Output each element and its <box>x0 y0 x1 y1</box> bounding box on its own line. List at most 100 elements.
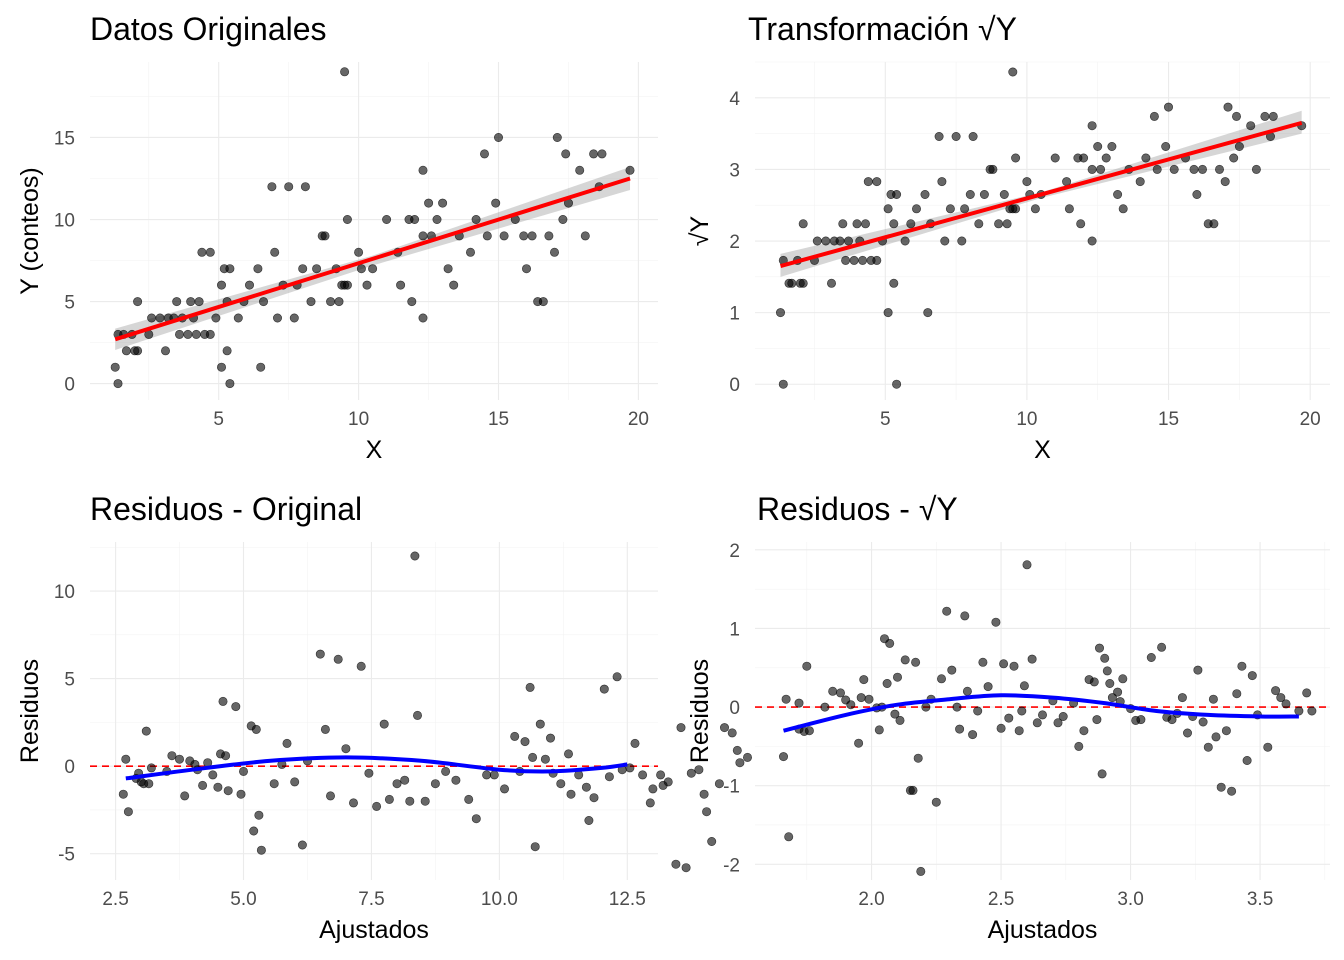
data-point <box>191 329 201 339</box>
data-point <box>133 346 143 356</box>
data-point <box>194 297 204 307</box>
data-point <box>528 752 538 762</box>
data-point <box>999 659 1009 669</box>
data-point <box>1229 153 1239 163</box>
data-point <box>781 694 791 704</box>
data-point <box>1135 177 1145 187</box>
data-point <box>225 264 235 274</box>
data-point <box>1019 681 1029 691</box>
data-point <box>968 132 978 142</box>
data-point <box>479 149 489 159</box>
data-point <box>213 782 223 792</box>
x-tick-label: 3.0 <box>1117 889 1143 910</box>
data-point <box>205 247 215 257</box>
data-point <box>580 231 590 241</box>
data-point <box>885 638 895 648</box>
data-point <box>267 182 277 192</box>
y-tick-label: 5 <box>64 670 75 691</box>
data-point <box>198 780 208 790</box>
data-point <box>1192 190 1202 200</box>
data-point <box>482 770 492 780</box>
data-point <box>1227 786 1237 796</box>
data-point <box>123 807 133 817</box>
data-point <box>410 551 420 561</box>
y-axis-title: √Y <box>686 215 714 246</box>
data-point <box>1161 142 1171 152</box>
data-point <box>648 784 658 794</box>
data-point <box>256 845 266 855</box>
data-point <box>218 696 228 706</box>
data-point <box>1220 177 1230 187</box>
data-point <box>1022 177 1032 187</box>
y-tick-label: 2 <box>729 232 740 253</box>
data-point <box>1209 219 1219 229</box>
x-tick-label: 5 <box>213 409 224 430</box>
data-point <box>1234 142 1244 152</box>
data-point <box>270 247 280 257</box>
data-point <box>1251 164 1261 174</box>
data-point <box>342 215 352 225</box>
data-point <box>520 737 530 747</box>
data-point <box>340 67 350 77</box>
chart-panel-4: 2.0 2.5 3.0 3.5 -2 -1 0 1 2 Residuos - √Y Ajustado… <box>686 491 1330 944</box>
data-point <box>175 329 185 339</box>
data-point <box>889 278 899 288</box>
plot-title: Transformación √Y <box>748 11 1017 47</box>
data-point <box>379 719 389 729</box>
data-point <box>923 308 933 318</box>
data-point <box>1011 153 1021 163</box>
y-tick-label: -5 <box>58 845 75 866</box>
x-axis-title: X <box>366 436 383 464</box>
x-axis-title: X <box>1034 436 1051 464</box>
data-point <box>1215 164 1225 174</box>
data-point <box>186 297 196 307</box>
data-point <box>256 362 266 372</box>
data-point <box>1232 111 1242 121</box>
data-point <box>843 236 853 246</box>
x-tick-label: 12.5 <box>609 889 646 910</box>
data-point <box>326 297 336 307</box>
data-point <box>584 815 594 825</box>
x-tick-label: 20 <box>628 409 649 430</box>
data-point <box>889 219 899 229</box>
data-point <box>1022 560 1032 570</box>
data-point <box>1053 718 1063 728</box>
data-point <box>354 247 364 257</box>
data-point <box>802 661 812 671</box>
data-point <box>233 313 243 323</box>
data-point <box>612 672 622 682</box>
data-point <box>1203 742 1213 752</box>
data-point <box>482 231 492 241</box>
plot-title: Residuos - √Y <box>757 491 958 527</box>
data-point <box>575 165 585 175</box>
data-point <box>1177 693 1187 703</box>
data-point <box>778 379 788 389</box>
data-point <box>1100 653 1110 663</box>
data-point <box>1136 715 1146 725</box>
data-point <box>110 362 120 372</box>
data-point <box>973 706 983 716</box>
data-point <box>1107 142 1117 152</box>
data-point <box>951 132 961 142</box>
data-point <box>625 763 635 773</box>
x-tick-label: 20 <box>1300 409 1321 430</box>
data-point <box>348 798 358 808</box>
data-point <box>864 694 874 704</box>
data-point <box>1038 710 1048 720</box>
data-point <box>852 219 862 229</box>
data-point <box>217 362 227 372</box>
data-point <box>510 731 520 741</box>
data-point <box>804 726 814 736</box>
data-point <box>525 682 535 692</box>
data-point <box>962 686 972 696</box>
data-point <box>931 797 941 807</box>
data-point <box>957 236 967 246</box>
y-tick-label: 2 <box>729 541 740 562</box>
data-point <box>1183 728 1193 738</box>
data-point <box>443 264 453 274</box>
data-point <box>663 777 673 787</box>
data-point <box>491 198 501 208</box>
data-point <box>1276 693 1286 703</box>
data-point <box>499 231 509 241</box>
